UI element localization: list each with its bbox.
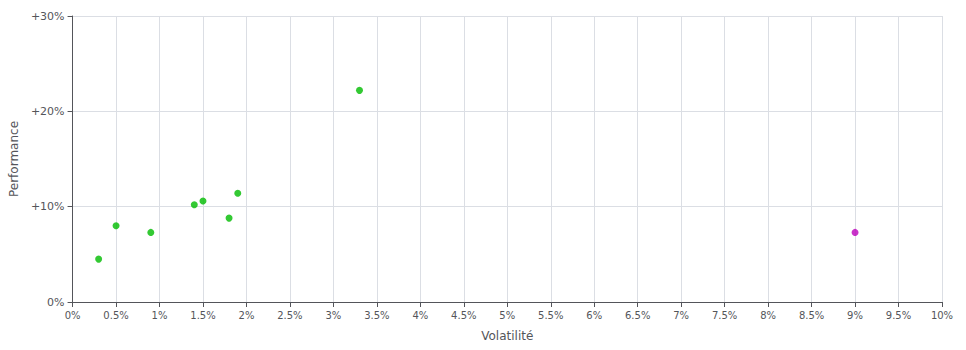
svg-text:8%: 8% (760, 310, 776, 321)
svg-text:1%: 1% (152, 310, 168, 321)
svg-text:5.5%: 5.5% (538, 310, 563, 321)
svg-text:Volatilité: Volatilité (481, 329, 533, 343)
svg-text:9%: 9% (847, 310, 863, 321)
svg-text:Performance: Performance (7, 121, 21, 197)
svg-text:4.5%: 4.5% (451, 310, 476, 321)
svg-text:0%: 0% (47, 296, 64, 309)
svg-text:2%: 2% (239, 310, 255, 321)
svg-text:+20%: +20% (31, 105, 65, 118)
svg-text:0%: 0% (65, 310, 81, 321)
svg-text:+30%: +30% (31, 10, 65, 23)
svg-text:6.5%: 6.5% (625, 310, 650, 321)
svg-text:3%: 3% (325, 310, 341, 321)
svg-text:1.5%: 1.5% (190, 310, 215, 321)
svg-text:3.5%: 3.5% (364, 310, 389, 321)
svg-text:8.5%: 8.5% (799, 310, 824, 321)
svg-text:7%: 7% (673, 310, 689, 321)
svg-text:4%: 4% (412, 310, 428, 321)
svg-text:10%: 10% (931, 310, 953, 321)
svg-text:0.5%: 0.5% (103, 310, 128, 321)
svg-text:5%: 5% (499, 310, 515, 321)
svg-text:9.5%: 9.5% (886, 310, 911, 321)
svg-text:+10%: +10% (31, 200, 65, 213)
svg-text:6%: 6% (586, 310, 602, 321)
svg-text:7.5%: 7.5% (712, 310, 737, 321)
svg-text:2.5%: 2.5% (277, 310, 302, 321)
